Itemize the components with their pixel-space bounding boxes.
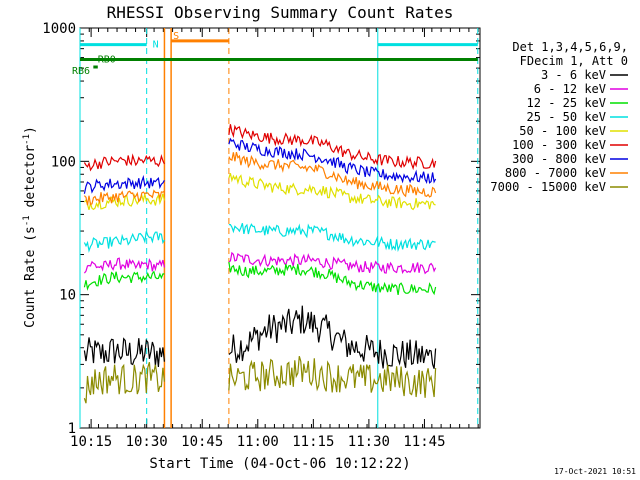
legend-label: 6 - 12 keV [534,82,606,96]
y-axis-label-middle: detector [23,145,38,216]
plot-area: 1 10 100 1000 10:15 10:30 10:45 11:00 11:15 11:30… [42,21,481,450]
x-tick-label: 11:00 [237,434,279,450]
y-tick-label: 10 [59,288,76,304]
legend-label: 100 - 300 keV [512,138,606,152]
series-line-7 [83,174,165,194]
saa-label: S [173,31,179,42]
footer-date: 17-Oct-2021 10:51 [554,467,636,476]
legend-label: 7000 - 15000 keV [490,180,606,194]
y-axis-label-exp2: -1 [22,134,32,145]
x-tick-label: 11:45 [403,434,445,450]
y-tick-label: 1000 [42,21,76,37]
legend-label: 25 - 50 keV [527,110,606,124]
legend: Det 1,3,4,5,6,9, FDecim 1, Att 0 3 - 6 k… [490,40,628,194]
series-line-9 [83,362,165,404]
x-tick-label: 10:15 [70,434,112,450]
rb0-label: RB0 [98,55,116,66]
series-line-4 [228,223,436,253]
y-axis-label-suffix: ) [23,126,38,134]
series-line-3 [83,270,165,291]
series-line-1 [83,337,165,367]
x-tick-label: 11:30 [348,434,390,450]
x-axis-label: Start Time (04-Oct-06 10:12:22) [149,456,410,472]
series-line-5 [228,173,436,211]
legend-label: 50 - 100 keV [519,124,606,138]
x-tick-label: 10:30 [126,434,168,450]
series-line-2 [228,251,437,275]
legend-header-line-2: FDecim 1, Att 0 [520,54,628,68]
legend-label: 800 - 7000 keV [505,166,606,180]
series-line-2 [83,257,165,274]
night-label: N [153,40,159,51]
chart-title: RHESSI Observing Summary Count Rates [107,3,454,22]
series-line-9 [228,356,437,398]
y-axis-label: Count Rate (s-1 detector-1) [22,126,38,328]
series-line-1 [228,305,437,369]
x-tick-label: 10:45 [181,434,223,450]
series-line-6 [83,153,165,172]
y-tick-label: 1 [68,421,76,437]
legend-header-line-1: Det 1,3,4,5,6,9, [512,40,628,54]
legend-label: 3 - 6 keV [541,68,606,82]
series-line-5 [83,193,165,211]
series-line-4 [83,231,165,253]
series-line-7 [228,137,437,185]
legend-label: 300 - 800 keV [512,152,606,166]
series-line-3 [228,261,437,296]
rb6-label: RB6 [72,66,90,77]
series-line-6 [228,124,437,171]
y-axis-label-exp1: -1 [22,215,32,226]
legend-label: 12 - 25 keV [527,96,606,110]
y-axis-label-prefix: Count Rate (s [23,226,38,328]
x-tick-label: 11:15 [292,434,334,450]
series-line-8 [228,151,437,198]
series-line-8 [83,189,165,206]
y-tick-label: 100 [51,154,76,170]
